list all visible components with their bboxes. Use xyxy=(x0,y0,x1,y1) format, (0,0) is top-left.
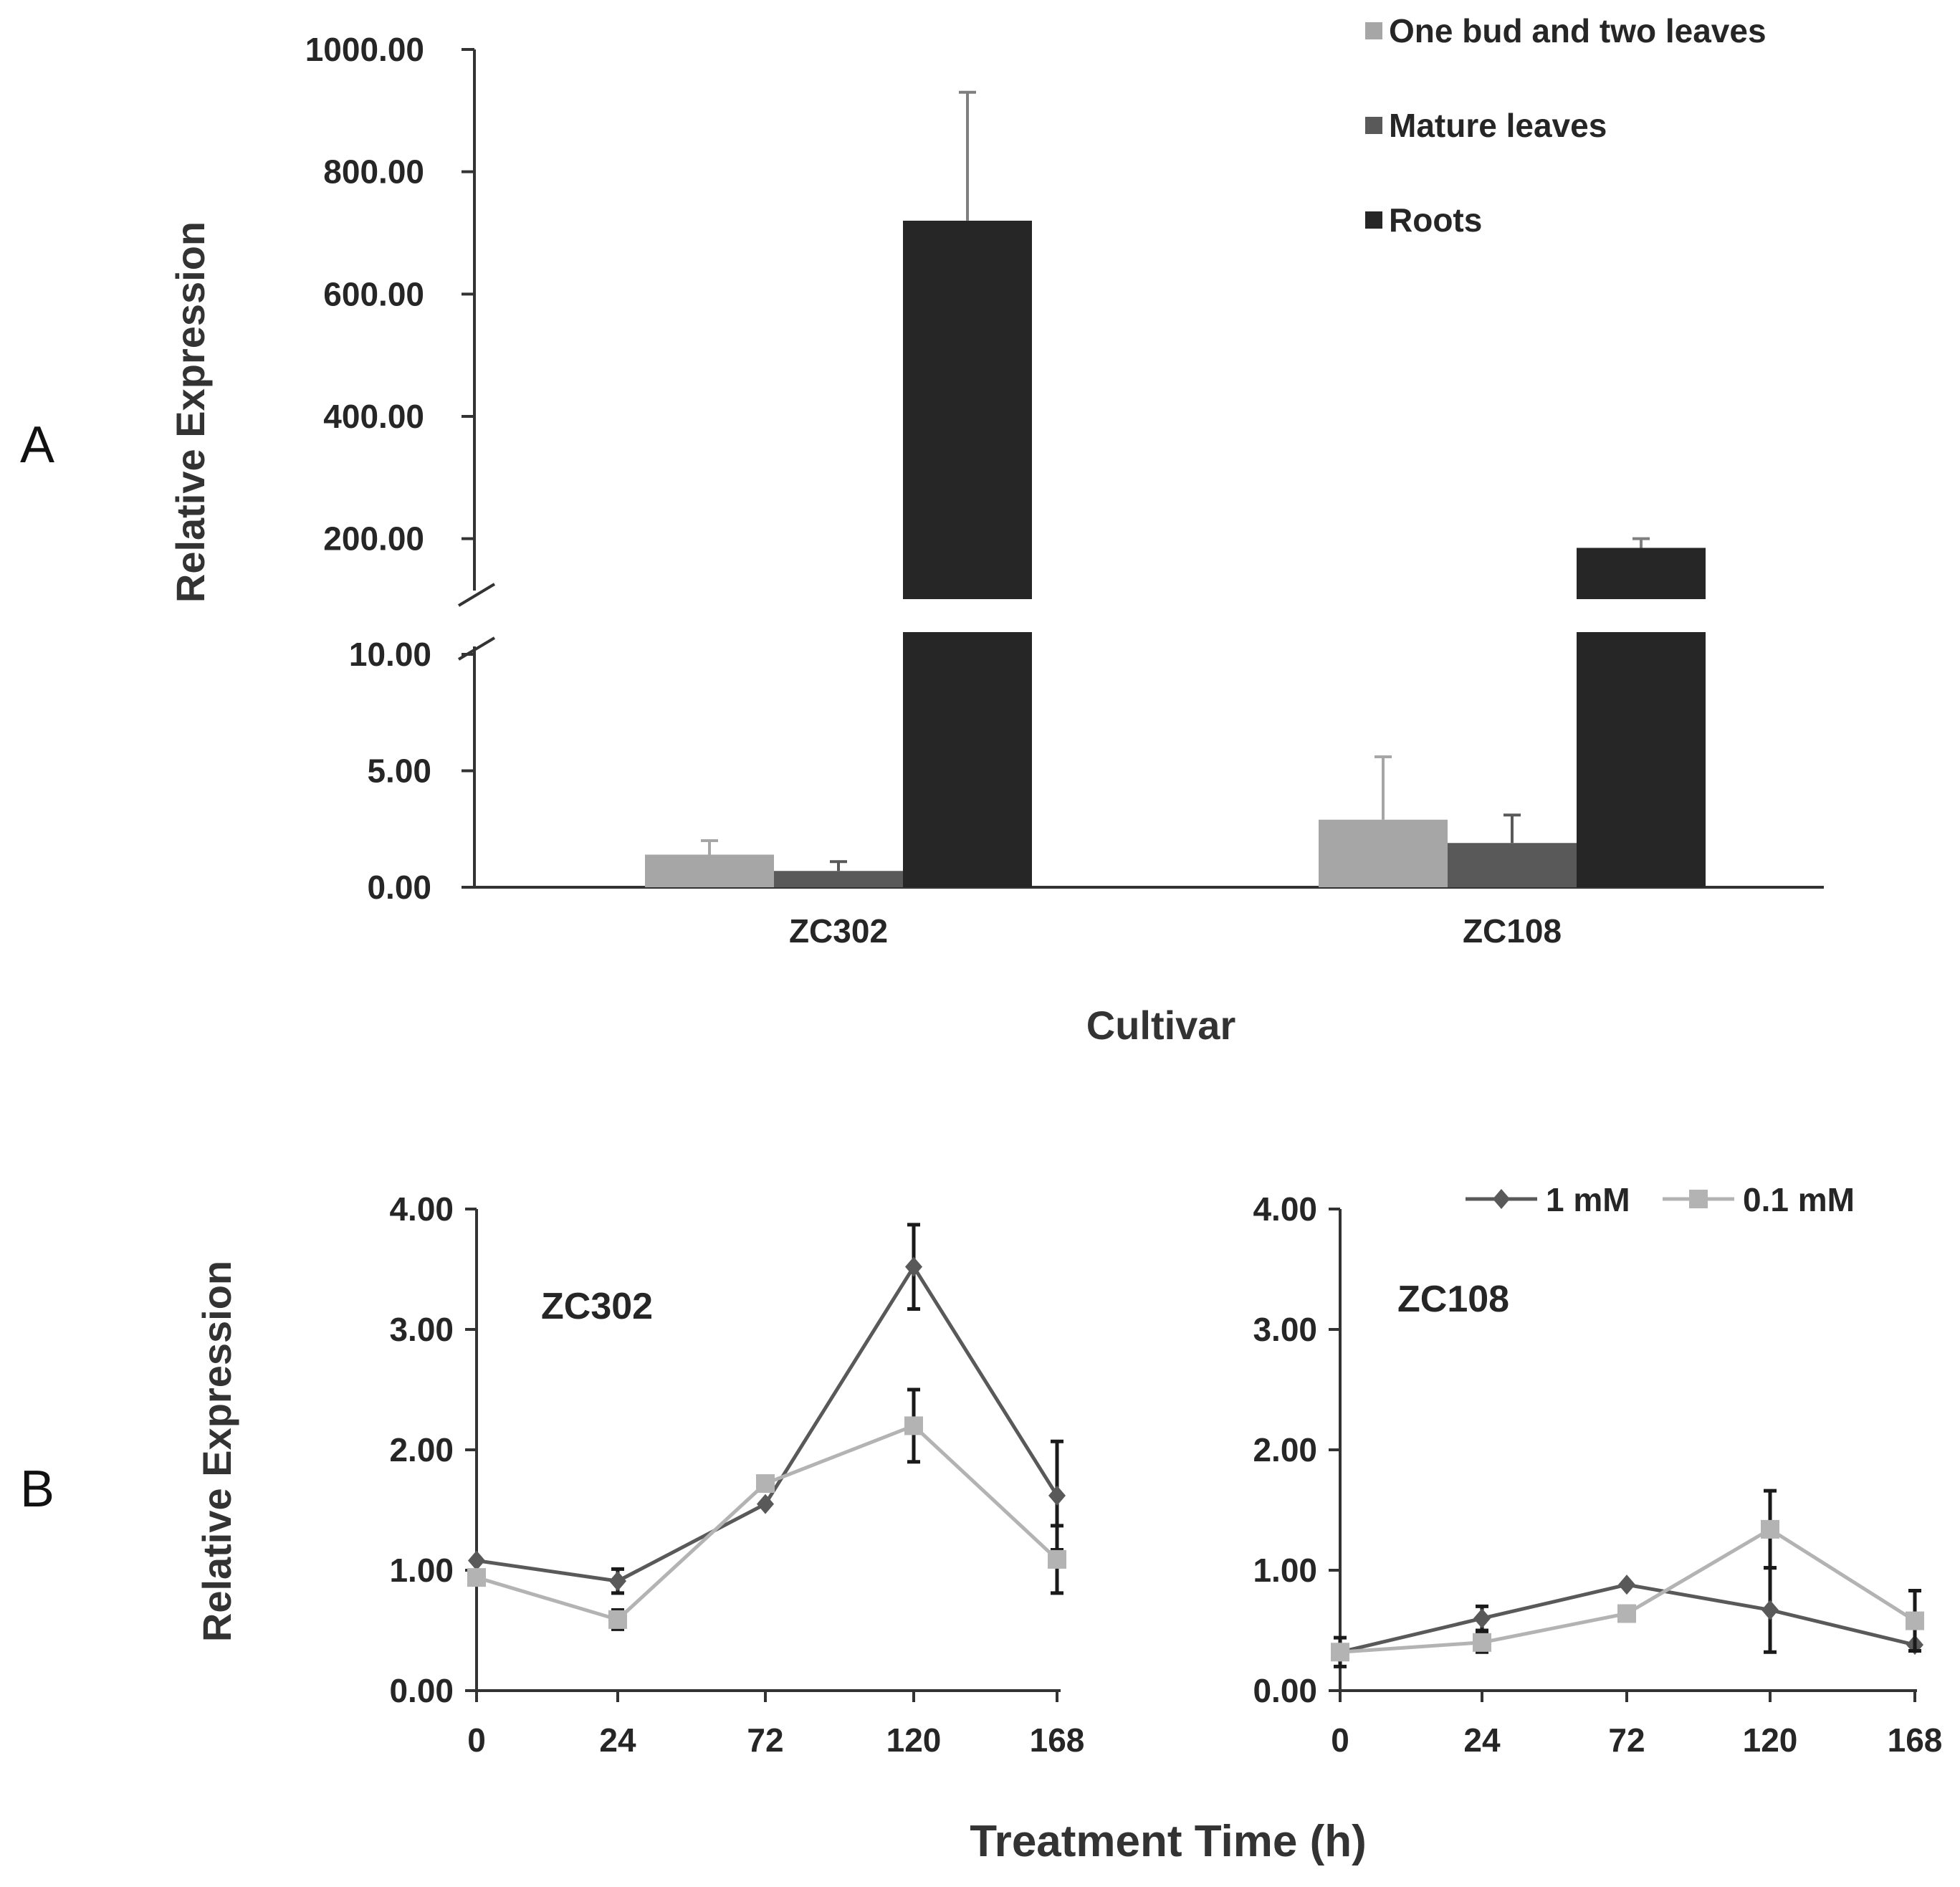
y-tick-label: 2.00 xyxy=(389,1431,454,1468)
x-tick-label: ZC302 xyxy=(789,912,888,950)
x-tick-label: 168 xyxy=(1030,1721,1085,1759)
data-point-square xyxy=(1906,1611,1924,1630)
y-tick-label: 2.00 xyxy=(1253,1431,1317,1468)
data-point-diamond xyxy=(1048,1485,1066,1506)
x-tick-label: 120 xyxy=(1743,1721,1798,1759)
legend-label: 1 mM xyxy=(1546,1181,1630,1218)
legend-swatch xyxy=(1365,117,1382,134)
x-tick-label: 72 xyxy=(747,1721,783,1759)
y-tick-label: 1.00 xyxy=(1253,1552,1317,1589)
bar xyxy=(645,854,774,887)
y-tick-label: 4.00 xyxy=(1253,1190,1317,1228)
y-tick-label: 600.00 xyxy=(323,275,424,312)
bar-upper-segment xyxy=(903,220,1032,599)
legend-swatch xyxy=(1365,22,1382,39)
y-tick-label: 0.00 xyxy=(1253,1672,1317,1709)
legend-label: One bud and two leaves xyxy=(1389,12,1767,49)
bar-chart-tissue: 0.00 5.00 10.00 200.00 400.00 600.00 800.00 100… xyxy=(305,12,1824,950)
data-point-square xyxy=(467,1568,486,1587)
data-point-diamond xyxy=(468,1550,485,1571)
y-tick-label: 3.00 xyxy=(1253,1311,1317,1348)
bar xyxy=(1448,843,1577,887)
panel-label-a: A xyxy=(20,416,54,474)
chart-label-zc108: ZC108 xyxy=(1397,1279,1509,1320)
x-tick-label: 0 xyxy=(467,1721,486,1759)
data-point-square xyxy=(608,1610,627,1629)
data-point-square xyxy=(904,1416,923,1435)
x-tick-label: 0 xyxy=(1331,1721,1349,1759)
bar-upper-segment xyxy=(1577,548,1706,599)
bar-lower-segment xyxy=(1577,632,1706,887)
data-point-square xyxy=(1617,1604,1636,1623)
data-point-square xyxy=(1473,1633,1491,1652)
legend-swatch xyxy=(1365,211,1382,229)
data-point-square xyxy=(1048,1549,1066,1569)
data-point-diamond xyxy=(905,1256,922,1277)
y-tick-label: 5.00 xyxy=(367,753,431,790)
data-point-square xyxy=(1331,1643,1349,1662)
x-axis-title-b: Treatment Time (h) xyxy=(970,1817,1367,1866)
axis-break-mark xyxy=(457,636,496,661)
chart-label-zc302: ZC302 xyxy=(541,1286,653,1327)
series-line xyxy=(476,1423,1058,1622)
data-point-diamond xyxy=(609,1571,626,1592)
x-tick-label: 72 xyxy=(1608,1721,1645,1759)
x-axis-title-a: Cultivar xyxy=(1086,1003,1236,1048)
y-tick-label: 1.00 xyxy=(389,1552,454,1589)
y-axis-title-a: Relative Expression xyxy=(168,221,213,603)
y-tick-label: 10.00 xyxy=(349,636,431,673)
x-tick-label: 24 xyxy=(1463,1721,1501,1759)
data-point-diamond xyxy=(757,1494,774,1514)
bar xyxy=(774,871,903,887)
x-tick-label: ZC108 xyxy=(1463,912,1562,950)
y-tick-label: 400.00 xyxy=(323,398,424,435)
legend-label: 0.1 mM xyxy=(1743,1181,1855,1218)
legend-marker xyxy=(1689,1190,1708,1208)
bar xyxy=(1319,819,1448,887)
y-tick-label: 0.00 xyxy=(367,869,431,906)
x-tick-label: 24 xyxy=(599,1721,636,1759)
y-tick-label: 0.00 xyxy=(389,1672,454,1709)
y-tick-label: 200.00 xyxy=(323,520,424,558)
legend-marker xyxy=(1493,1189,1510,1209)
axis-break-mark xyxy=(457,583,496,607)
y-tick-label: 3.00 xyxy=(389,1311,454,1348)
bar-lower-segment xyxy=(903,632,1032,887)
data-point-square xyxy=(756,1474,775,1494)
panel-label-b: B xyxy=(20,1461,54,1518)
data-point-diamond xyxy=(1473,1608,1491,1629)
x-tick-label: 168 xyxy=(1888,1721,1943,1759)
y-axis-title-b: Relative Expression xyxy=(194,1261,239,1642)
x-tick-label: 120 xyxy=(886,1721,942,1759)
legend-label: Roots xyxy=(1389,201,1482,239)
y-tick-label: 4.00 xyxy=(389,1190,454,1228)
line-chart-zc108: 0.00 1.00 2.00 3.00 4.00 0 24 72 120 168 1 mM 0.1 m… xyxy=(1253,1181,1942,1759)
y-tick-label: 1000.00 xyxy=(305,31,424,68)
data-point-square xyxy=(1761,1519,1779,1539)
data-point-diamond xyxy=(1761,1600,1779,1620)
line-chart-zc302: 0.00 1.00 2.00 3.00 4.00 0 24 72 120 168 xyxy=(389,1190,1084,1759)
data-point-diamond xyxy=(1618,1575,1635,1595)
legend-label: Mature leaves xyxy=(1389,107,1607,144)
y-tick-label: 800.00 xyxy=(323,153,424,191)
